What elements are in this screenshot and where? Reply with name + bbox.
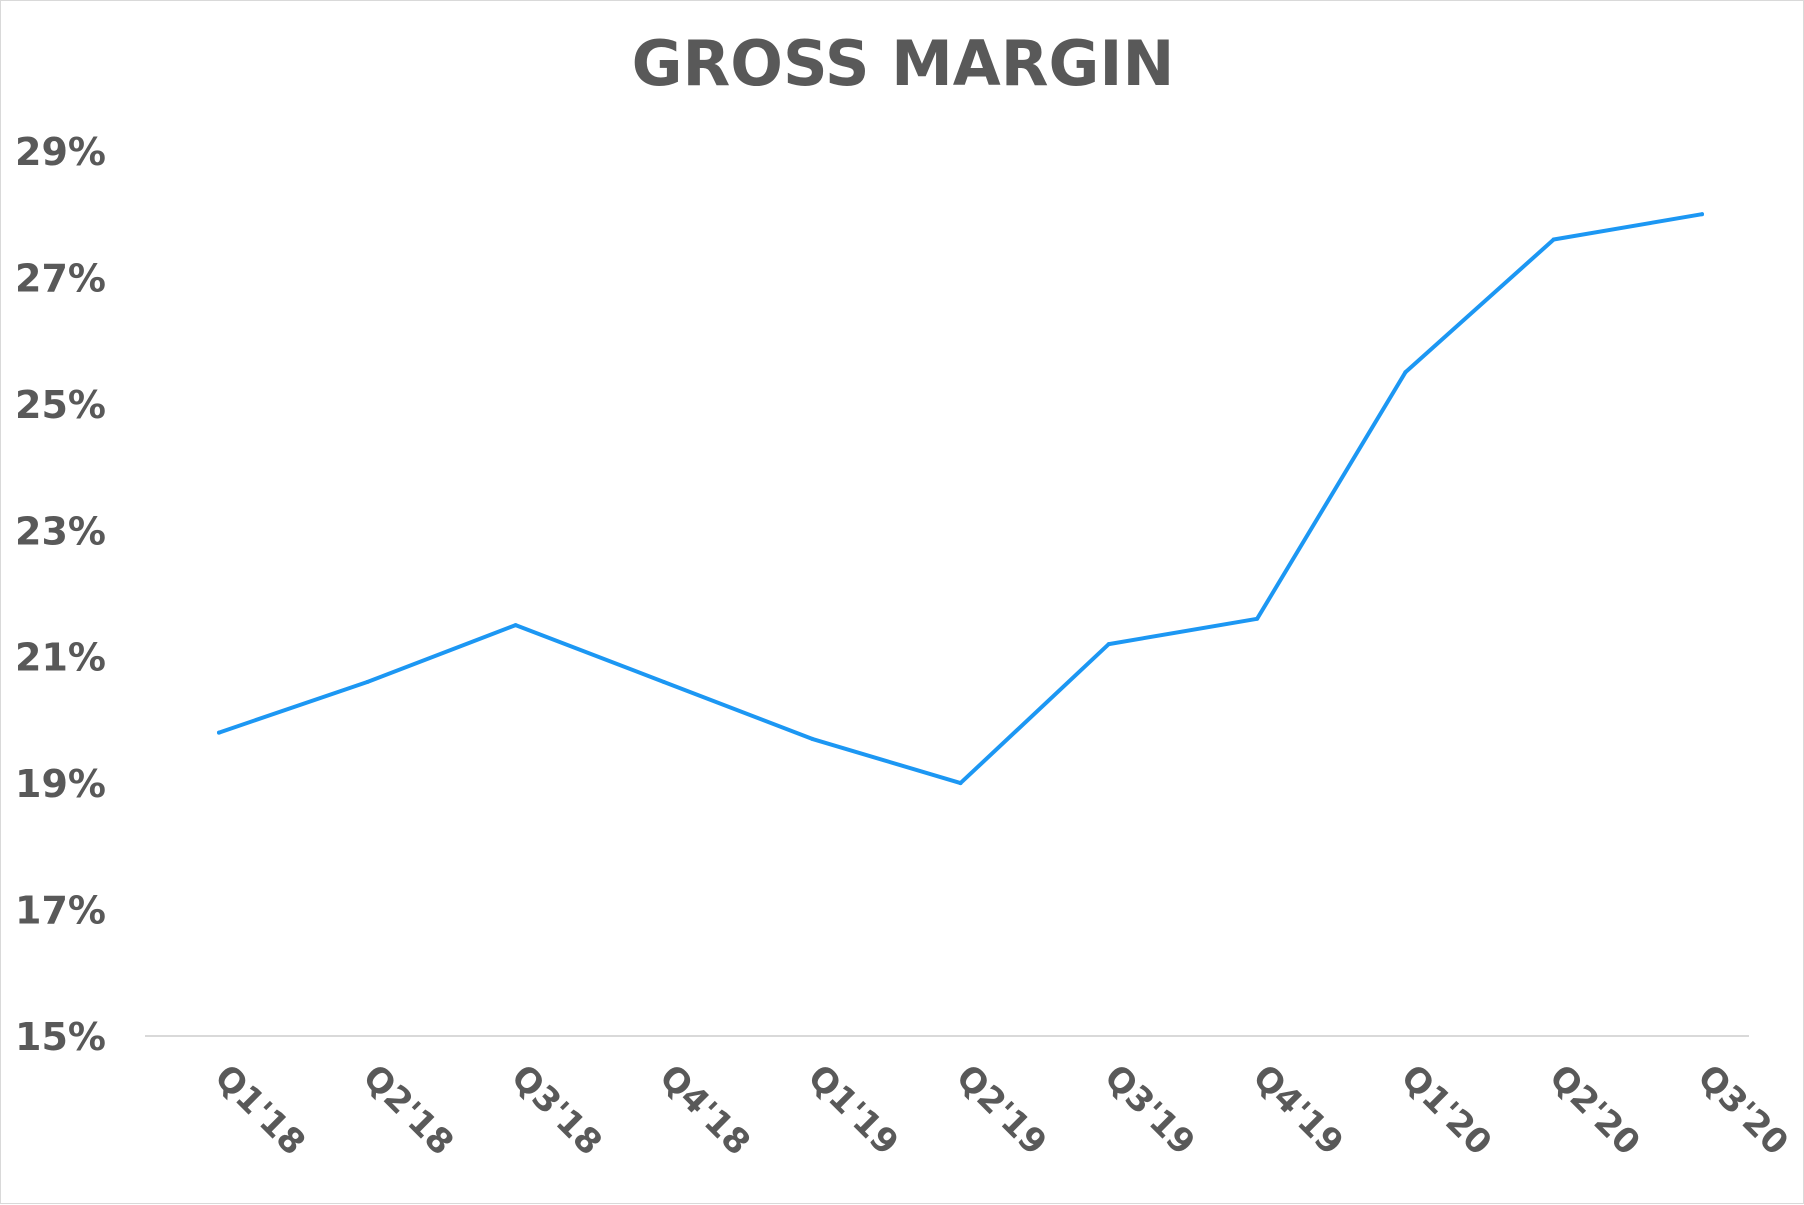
y-tick-label: 29% bbox=[15, 130, 106, 174]
x-tick-label: Q4'18 bbox=[652, 1057, 758, 1163]
data-point bbox=[958, 781, 963, 786]
x-tick-label: Q1'19 bbox=[800, 1057, 906, 1163]
data-point bbox=[365, 680, 370, 684]
series-line bbox=[217, 212, 1704, 786]
x-tick-label: Q2'18 bbox=[355, 1057, 461, 1163]
x-tick-label: Q2'20 bbox=[1541, 1057, 1647, 1163]
y-tick-label: 21% bbox=[15, 636, 106, 680]
x-tick-label: Q2'19 bbox=[948, 1057, 1054, 1163]
y-tick-label: 17% bbox=[15, 889, 106, 933]
data-point bbox=[217, 730, 221, 735]
series-group bbox=[217, 212, 1704, 786]
y-tick-label: 25% bbox=[15, 383, 106, 427]
data-point bbox=[661, 680, 666, 684]
x-tick-label: Q4'19 bbox=[1245, 1057, 1351, 1163]
data-point bbox=[1700, 212, 1704, 217]
y-tick-label: 27% bbox=[15, 256, 106, 300]
y-tick-label: 23% bbox=[15, 509, 106, 553]
x-tick-label: Q1'20 bbox=[1393, 1057, 1499, 1163]
data-point bbox=[810, 736, 815, 741]
x-tick-label: Q3'18 bbox=[503, 1057, 609, 1163]
chart-title: GROSS MARGIN bbox=[632, 27, 1175, 100]
x-tick-label: Q3'19 bbox=[1096, 1057, 1202, 1163]
data-point bbox=[1403, 370, 1408, 375]
x-tick-label: Q3'20 bbox=[1690, 1057, 1796, 1163]
x-axis-ticks: Q1'18 Q2'18 Q3'18 Q4'18 Q1'19 Q2'19 Q3'19 Q4'19… bbox=[207, 1057, 1796, 1163]
data-point bbox=[513, 623, 518, 628]
y-tick-label: 19% bbox=[15, 762, 106, 806]
data-point bbox=[1255, 616, 1260, 621]
data-point bbox=[1106, 642, 1111, 647]
y-axis-ticks: 15% 17% 19% 21% 23% 25% 27% 29% bbox=[15, 130, 106, 1059]
x-tick-label: Q1'18 bbox=[207, 1057, 313, 1163]
data-point bbox=[1551, 237, 1556, 242]
y-tick-label: 15% bbox=[15, 1015, 106, 1059]
